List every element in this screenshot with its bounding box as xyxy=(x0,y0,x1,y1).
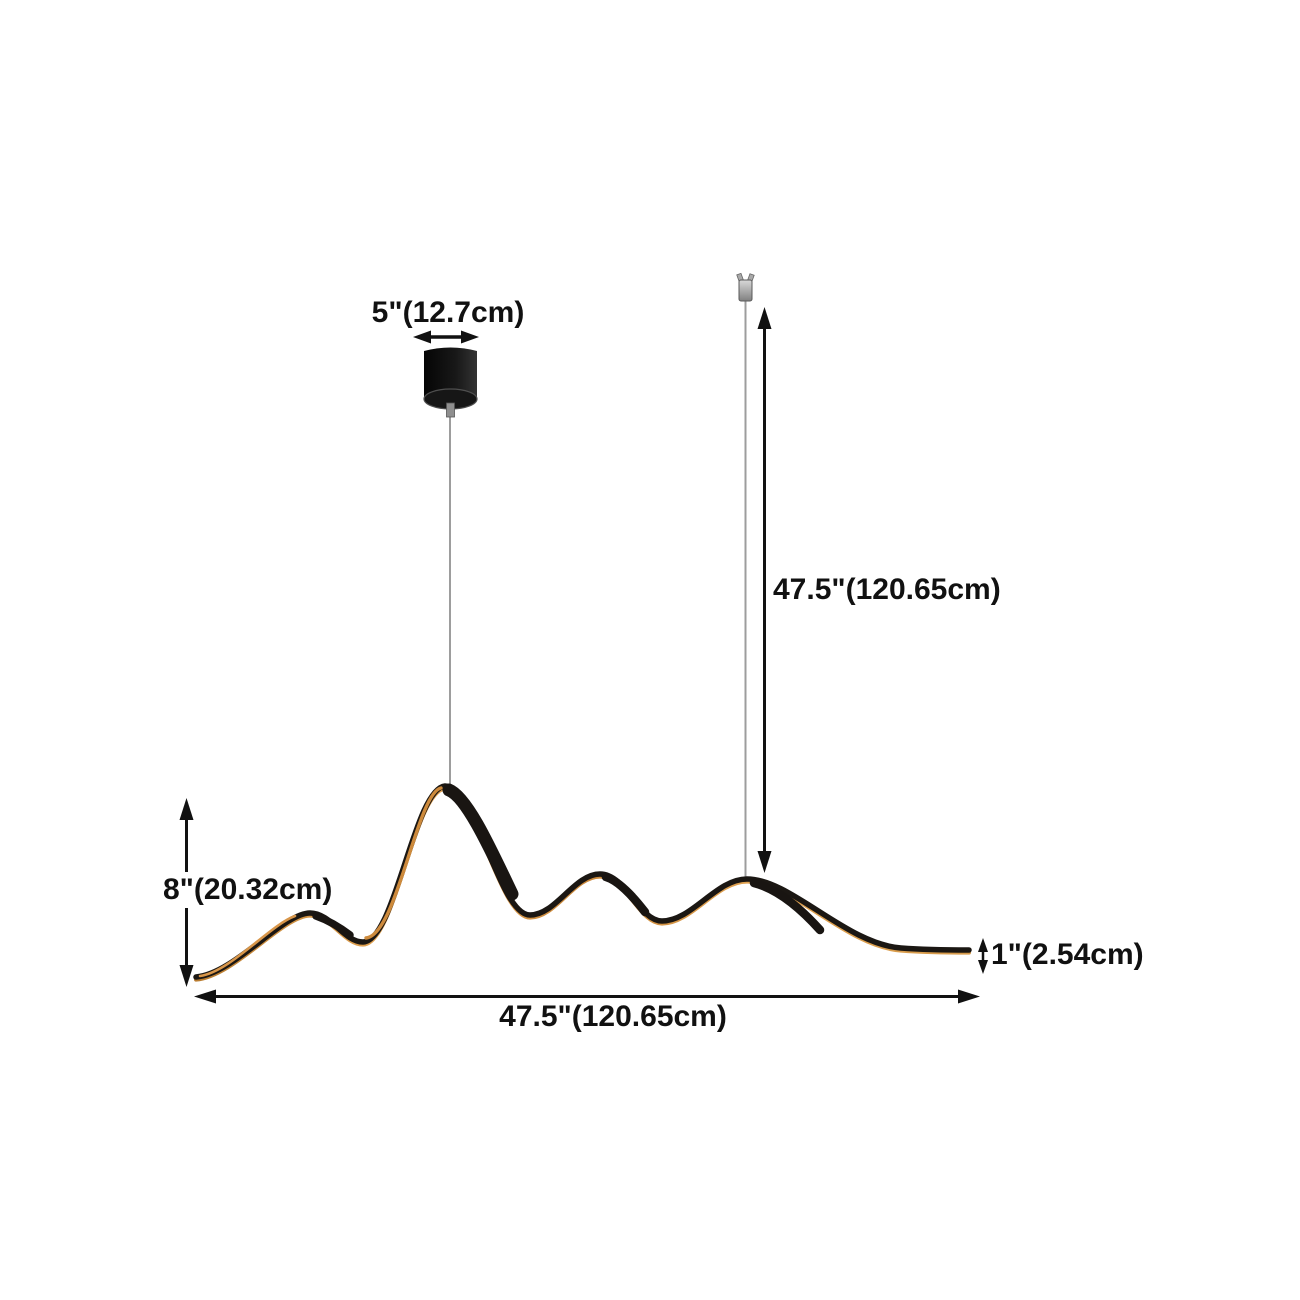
arrowhead-down xyxy=(757,851,772,873)
arrowhead-up xyxy=(978,938,988,952)
arrowhead-right xyxy=(461,330,479,344)
dim-drop-height-arrow xyxy=(757,307,772,873)
wave-shade-peak4 xyxy=(749,878,825,935)
fixture-height-label: 8"(20.32cm) xyxy=(160,872,336,908)
wave-shade-peak2 xyxy=(442,783,519,901)
wave-shade-peak1 xyxy=(312,912,354,939)
suspension-height-label: 47.5"(120.65cm) xyxy=(773,573,1001,606)
canopy-wire-connector xyxy=(446,402,455,418)
arrowhead-up xyxy=(179,798,194,820)
ceiling-canopy xyxy=(423,347,478,418)
fixture-length-label: 47.5"(120.65cm) xyxy=(499,1000,727,1033)
wave-flank-glow xyxy=(364,786,443,940)
dim-canopy-width-arrow xyxy=(413,330,479,344)
arrowhead-left xyxy=(194,989,216,1004)
wave-ribbon-fixture xyxy=(193,783,972,982)
dim-fixture-length-arrow xyxy=(194,989,980,1004)
strip-thickness-label: 1"(2.54cm) xyxy=(991,938,1144,971)
wave-shade-peak3 xyxy=(601,872,650,917)
arrowhead-left xyxy=(413,330,431,344)
dim-thickness-arrow xyxy=(978,938,988,974)
arrowhead-down xyxy=(179,965,194,987)
arrowhead-down xyxy=(978,960,988,974)
fitting-body xyxy=(738,279,753,302)
arrowhead-right xyxy=(958,989,980,1004)
ceiling-fitting xyxy=(736,272,755,302)
arrowhead-up xyxy=(757,307,772,329)
canopy-width-label: 5"(12.7cm) xyxy=(371,296,525,329)
wave-left-rise-glow xyxy=(198,914,297,978)
